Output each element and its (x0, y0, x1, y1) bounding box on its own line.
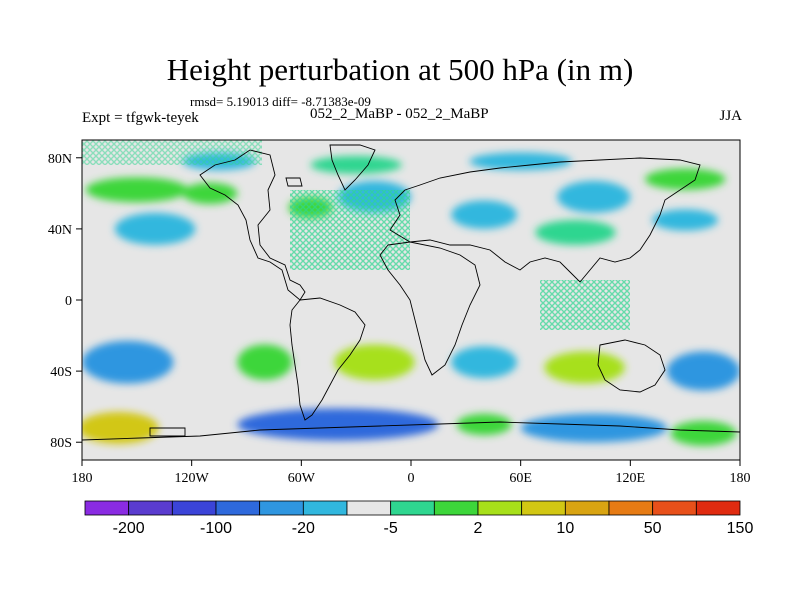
lat-tick-label: 40N (48, 223, 72, 238)
colorbar-label: 2 (474, 520, 483, 537)
colorbar-label: 10 (556, 520, 574, 537)
coastline-antarctica (82, 421, 740, 441)
field-region-nh-blue-pacific (114, 212, 196, 245)
colorbar-label: -5 (384, 520, 398, 537)
lon-tick-label: 0 (408, 471, 415, 486)
colorbar-cell (259, 500, 304, 516)
coastline-greenland (329, 144, 376, 191)
lon-tick-label: 180 (730, 471, 751, 486)
field-region-nh-green-band-west (85, 177, 189, 203)
colorbar-cell (433, 500, 479, 516)
field-region-sh-blue-antarctic-ring (237, 408, 439, 441)
field-region-nh-green-arctic-mid (310, 156, 402, 174)
field-region-sh-blue-south-pacific (82, 340, 174, 384)
season-label: JJA (719, 108, 742, 124)
lon-tick-label: 60W (288, 471, 316, 486)
colorbar-cell (608, 500, 654, 516)
field-region-sh-blue-southwest-pacific (666, 351, 740, 391)
colorbar-label: 150 (727, 520, 754, 537)
field-region-sh-yellowgreen-atlantic (334, 344, 415, 380)
colorbar-label: -20 (292, 520, 315, 537)
colorbar-cell (346, 500, 392, 516)
plot-title: Height perturbation at 500 hPa (in m) (166, 52, 634, 87)
lon-tick-label: 60E (509, 471, 532, 486)
map-area (82, 140, 740, 460)
colorbar-labels: -200 -100 -20 -5 2 10 50 150 (113, 520, 754, 537)
field-region-nh-green-asia (535, 220, 616, 245)
colorbar-cell (477, 500, 523, 516)
coastline-island-b (285, 177, 303, 187)
hatched-regions (82, 140, 630, 330)
field-region-sh-yellow-antarctic-west (82, 412, 159, 444)
field-region-sh-green-antarctic-far-east (670, 420, 737, 446)
stats-label: rmsd= 5.19013 diff= -8.71383e-09 (190, 94, 371, 109)
field-region-nh-blue-arctic-east (469, 152, 572, 171)
lat-tick-label: 0 (65, 294, 72, 309)
coastline-north-america (199, 149, 306, 301)
colorbar-label: 50 (644, 520, 662, 537)
coastlines (82, 144, 740, 441)
coastline-island-a (149, 427, 186, 437)
colorbar-cell (215, 500, 261, 516)
difference-label: 052_2_MaBP - 052_2_MaBP (310, 106, 489, 122)
colorbar-cell (171, 500, 217, 516)
field-region-sh-blue-antarctic-east (520, 413, 667, 443)
lon-tick-label: 180 (72, 471, 93, 486)
coastline-africa (379, 241, 481, 376)
coastline-eurasia (389, 157, 701, 283)
experiment-label: Expt = tfgwk-teyek (82, 110, 199, 126)
colorbar-cells (84, 500, 741, 516)
field-region-nh-green-far-east (644, 168, 726, 190)
longitude-axis: 180 120W 60W 0 60E 120E 180 (72, 460, 751, 486)
lat-tick-label: 80N (48, 152, 72, 167)
colorbar-cell (652, 500, 697, 516)
field-region-sh-green-s-america (237, 344, 293, 380)
field-region-sh-blue-indian (451, 346, 518, 379)
hatch-region-indian (540, 280, 630, 330)
colorbar-label: -100 (200, 520, 232, 537)
colorbar-label: -200 (113, 520, 145, 537)
colorbar-cell (521, 500, 566, 516)
colorbar-cell (390, 500, 435, 516)
colorbar-cell (128, 500, 173, 516)
field-region-nh-green-east-pacific (182, 182, 238, 204)
field-region-nh-blue-europe (451, 200, 518, 229)
colorbar-cell (564, 500, 610, 516)
field-region-sh-green-antarctic-mid (456, 413, 512, 436)
field-region-sh-yellowgreen-indian (544, 351, 625, 384)
coastline-australia (597, 339, 666, 393)
colorbar-cell (302, 500, 348, 516)
field-region-nh-blue-asia (557, 180, 631, 213)
field-region-nh-blue-nw-pacific (652, 209, 719, 231)
coastline-south-america (289, 297, 366, 421)
lon-tick-label: 120W (175, 471, 210, 486)
latitude-axis: 80N 40N 0 40S 80S (48, 152, 82, 451)
lat-tick-label: 40S (50, 365, 72, 380)
lon-tick-label: 120E (616, 471, 646, 486)
colorbar-cell (84, 500, 130, 516)
colorbar-cell (695, 500, 741, 516)
lat-tick-label: 80S (50, 436, 72, 451)
